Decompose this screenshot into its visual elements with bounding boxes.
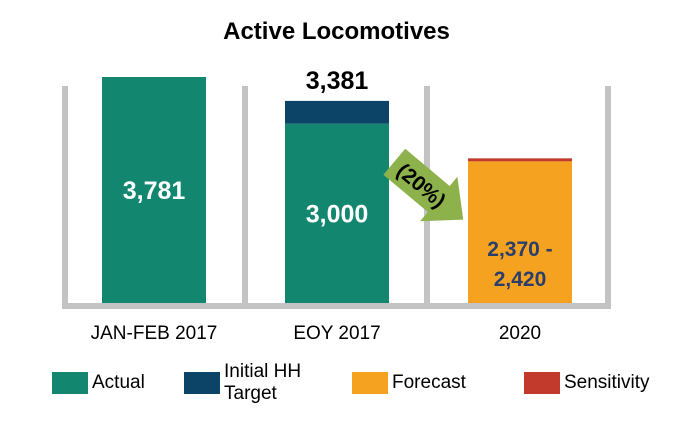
panel-divider-1	[242, 86, 248, 306]
bar-actual-1	[285, 123, 389, 303]
legend-item-sensitivity: Sensitivity	[524, 358, 650, 394]
legend-swatch-initial-hh-target	[184, 372, 220, 394]
change-arrow-shape	[383, 148, 464, 222]
chart-title: Active Locomotives	[223, 18, 450, 45]
bar-initial-hh-target-1	[285, 100, 389, 124]
data-label-bar2-line1: 2,370 -	[487, 238, 552, 261]
panel-divider-3	[605, 86, 611, 306]
x-tick-label-0: JAN-FEB 2017	[91, 323, 218, 344]
data-label-bar1-actual: 3,000	[306, 200, 369, 228]
bar-actual-0	[102, 76, 206, 303]
legend-label-initial-hh-target: Initial HH Target	[224, 361, 302, 404]
chart-plot: (20%) JAN-FEB 2017 EOY 2017 20203,7813,000…	[62, 67, 611, 344]
legend-swatch-actual	[52, 372, 88, 394]
x-tick-label-1: EOY 2017	[293, 323, 380, 344]
legend-item-forecast: Forecast	[352, 358, 466, 394]
data-label-bar0: 3,781	[123, 177, 186, 205]
panel-divider-0	[62, 86, 68, 306]
legend-item-initial-hh-target: Initial HH Target	[184, 358, 324, 405]
bar-forecast-2	[468, 161, 572, 303]
legend-label-actual: Actual	[92, 372, 145, 393]
bar-sensitivity-2	[468, 158, 572, 162]
legend-item-actual: Actual	[52, 358, 145, 394]
x-tick-label-2: 2020	[499, 323, 541, 344]
x-axis-baseline	[62, 303, 611, 309]
chart-legend: Actual Initial HH Target Forecast Sensit…	[0, 358, 673, 418]
legend-swatch-sensitivity	[524, 372, 560, 394]
data-label-bar1-total: 3,381	[306, 67, 369, 95]
data-label-bar2-line2: 2,420	[494, 268, 547, 291]
legend-label-forecast: Forecast	[392, 372, 466, 393]
legend-label-sensitivity: Sensitivity	[564, 372, 650, 393]
legend-swatch-forecast	[352, 372, 388, 394]
